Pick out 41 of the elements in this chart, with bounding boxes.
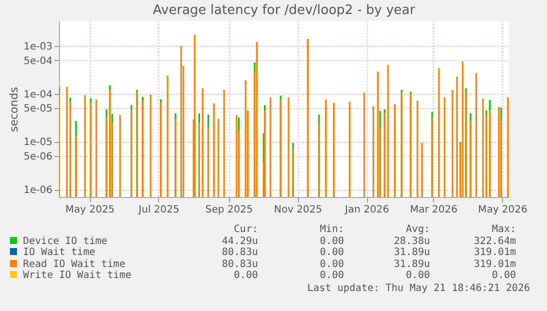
text: 0.00 [318, 236, 344, 247]
x-tick-label: May 2025 [65, 204, 115, 216]
y-tick-label: 1e-04 [24, 89, 52, 100]
legend-label: IO Wait time [22, 247, 96, 258]
y-tick-label: 1e-03 [24, 41, 52, 52]
legend-label: Write IO Wait time [22, 270, 132, 282]
x-tick-label: May 2026 [478, 204, 528, 216]
x-tick-label: Nov 2025 [274, 204, 322, 216]
text: 31.89u [392, 258, 430, 270]
chart-title: Average latency for /dev/loop2 - by year [152, 3, 416, 18]
y-tick-label: 5e-04 [24, 56, 52, 67]
text: 0.00 [490, 270, 516, 282]
text: 0.00 [404, 270, 430, 282]
y-tick-label: 5e-06 [24, 152, 52, 163]
text: 0.00 [232, 270, 258, 282]
y-tick-label: 1e-05 [24, 137, 52, 148]
text: 0.00 [318, 270, 344, 282]
x-tick-label: Jan 2026 [344, 204, 390, 216]
text: 322.64m [472, 236, 516, 247]
x-tick-label: Jul 2025 [138, 204, 180, 216]
text: 44.29u [220, 236, 258, 247]
text: 319.01m [472, 247, 516, 258]
legend-label: Read IO Wait time [22, 258, 126, 270]
text: Cur: [232, 224, 258, 236]
text: 0.00 [318, 247, 344, 258]
text: 0.00 [318, 258, 344, 270]
text: Max: [490, 224, 516, 236]
x-tick-label: Mar 2026 [410, 204, 458, 216]
text: 28.38u [392, 236, 430, 247]
x-tick-label: Sep 2025 [205, 204, 253, 216]
y-axis-title: seconds [8, 86, 21, 132]
text: 80.83u [220, 247, 258, 258]
text: Last update: Thu May 21 18:46:21 2026 [307, 283, 530, 294]
text: Min: [318, 224, 344, 236]
text: Avg: [404, 224, 430, 236]
legend-label: Device IO time [22, 236, 108, 247]
y-tick-label: 5e-05 [24, 104, 52, 115]
y-tick-label: 1e-06 [24, 185, 52, 196]
text: 319.01m [472, 258, 516, 270]
text: 80.83u [220, 258, 258, 270]
text: 31.89u [392, 247, 430, 258]
